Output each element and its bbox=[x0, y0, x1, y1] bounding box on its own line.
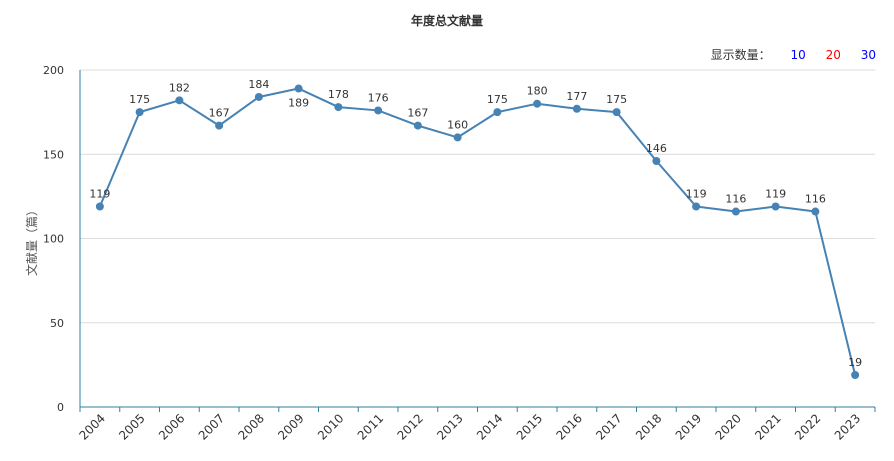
data-point[interactable] bbox=[95, 202, 104, 211]
data-label: 175 bbox=[606, 93, 627, 106]
data-label: 176 bbox=[368, 91, 389, 104]
display-count-option-20[interactable]: 20 bbox=[825, 48, 841, 62]
data-point[interactable] bbox=[731, 207, 740, 216]
data-label: 119 bbox=[686, 187, 707, 200]
x-tick-label: 2017 bbox=[593, 411, 624, 442]
data-point[interactable] bbox=[175, 96, 184, 105]
data-point[interactable] bbox=[294, 84, 303, 93]
y-tick-label: 150 bbox=[43, 148, 64, 161]
x-tick-label: 2022 bbox=[792, 411, 823, 442]
data-label: 116 bbox=[725, 193, 746, 206]
display-count-control: 显示数量： 10 20 30 bbox=[711, 46, 876, 63]
x-tick-label: 2007 bbox=[196, 411, 227, 442]
data-point[interactable] bbox=[453, 133, 462, 142]
x-tick-label: 2008 bbox=[235, 411, 266, 442]
data-point[interactable] bbox=[135, 108, 144, 117]
data-label: 116 bbox=[805, 193, 826, 206]
data-label: 146 bbox=[646, 142, 667, 155]
data-point[interactable] bbox=[572, 104, 581, 113]
data-point[interactable] bbox=[851, 370, 860, 379]
data-point[interactable] bbox=[254, 92, 263, 101]
x-tick-label: 2009 bbox=[275, 411, 306, 442]
data-point[interactable] bbox=[692, 202, 701, 211]
data-point[interactable] bbox=[811, 207, 820, 216]
data-point[interactable] bbox=[652, 156, 661, 165]
y-axis-label: 文献量（篇） bbox=[24, 204, 39, 276]
x-tick-label: 2019 bbox=[673, 411, 704, 442]
data-label: 178 bbox=[328, 88, 349, 101]
x-tick-label: 2023 bbox=[832, 411, 863, 442]
data-point[interactable] bbox=[533, 99, 542, 108]
data-point[interactable] bbox=[771, 202, 780, 211]
series-line bbox=[98, 87, 857, 376]
data-label: 119 bbox=[765, 187, 786, 200]
data-label: 160 bbox=[447, 118, 468, 131]
x-tick-label: 2021 bbox=[752, 411, 783, 442]
x-tick-label: 2011 bbox=[355, 411, 386, 442]
x-tick-label: 2014 bbox=[474, 411, 505, 442]
data-label: 175 bbox=[129, 93, 150, 106]
y-tick-label: 200 bbox=[43, 64, 64, 77]
x-tick-label: 2020 bbox=[712, 411, 743, 442]
x-tick-label: 2006 bbox=[156, 411, 187, 442]
data-label: 19 bbox=[848, 356, 862, 369]
x-tick-label: 2013 bbox=[434, 411, 465, 442]
data-point[interactable] bbox=[374, 106, 383, 115]
display-count-label: 显示数量： bbox=[710, 48, 771, 62]
data-point[interactable] bbox=[413, 121, 422, 130]
data-label: 119 bbox=[89, 187, 110, 200]
y-tick-label: 50 bbox=[50, 317, 64, 330]
data-label: 175 bbox=[487, 93, 508, 106]
x-tick-label: 2018 bbox=[633, 411, 664, 442]
display-count-option-30[interactable]: 30 bbox=[860, 48, 876, 62]
x-tick-label: 2012 bbox=[394, 411, 425, 442]
data-label: 180 bbox=[527, 85, 548, 98]
y-tick-label: 0 bbox=[57, 401, 64, 414]
y-tick-label: 100 bbox=[43, 233, 64, 246]
display-count-option-10[interactable]: 10 bbox=[790, 48, 806, 62]
x-tick-label: 2010 bbox=[315, 411, 346, 442]
data-label: 184 bbox=[248, 78, 269, 91]
x-tick-label: 2015 bbox=[514, 411, 545, 442]
x-tick-label: 2004 bbox=[76, 411, 107, 442]
data-label: 167 bbox=[407, 107, 428, 120]
data-label: 182 bbox=[169, 81, 190, 94]
data-point[interactable] bbox=[334, 103, 343, 112]
data-point[interactable] bbox=[612, 108, 621, 117]
data-point[interactable] bbox=[215, 121, 224, 130]
x-tick-label: 2016 bbox=[553, 411, 584, 442]
data-label: 167 bbox=[209, 107, 230, 120]
x-tick-label: 2005 bbox=[116, 411, 147, 442]
data-label: 189 bbox=[288, 97, 309, 110]
chart-title: 年度总文献量 bbox=[410, 14, 483, 28]
data-point[interactable] bbox=[493, 108, 502, 117]
data-label: 177 bbox=[566, 90, 587, 103]
